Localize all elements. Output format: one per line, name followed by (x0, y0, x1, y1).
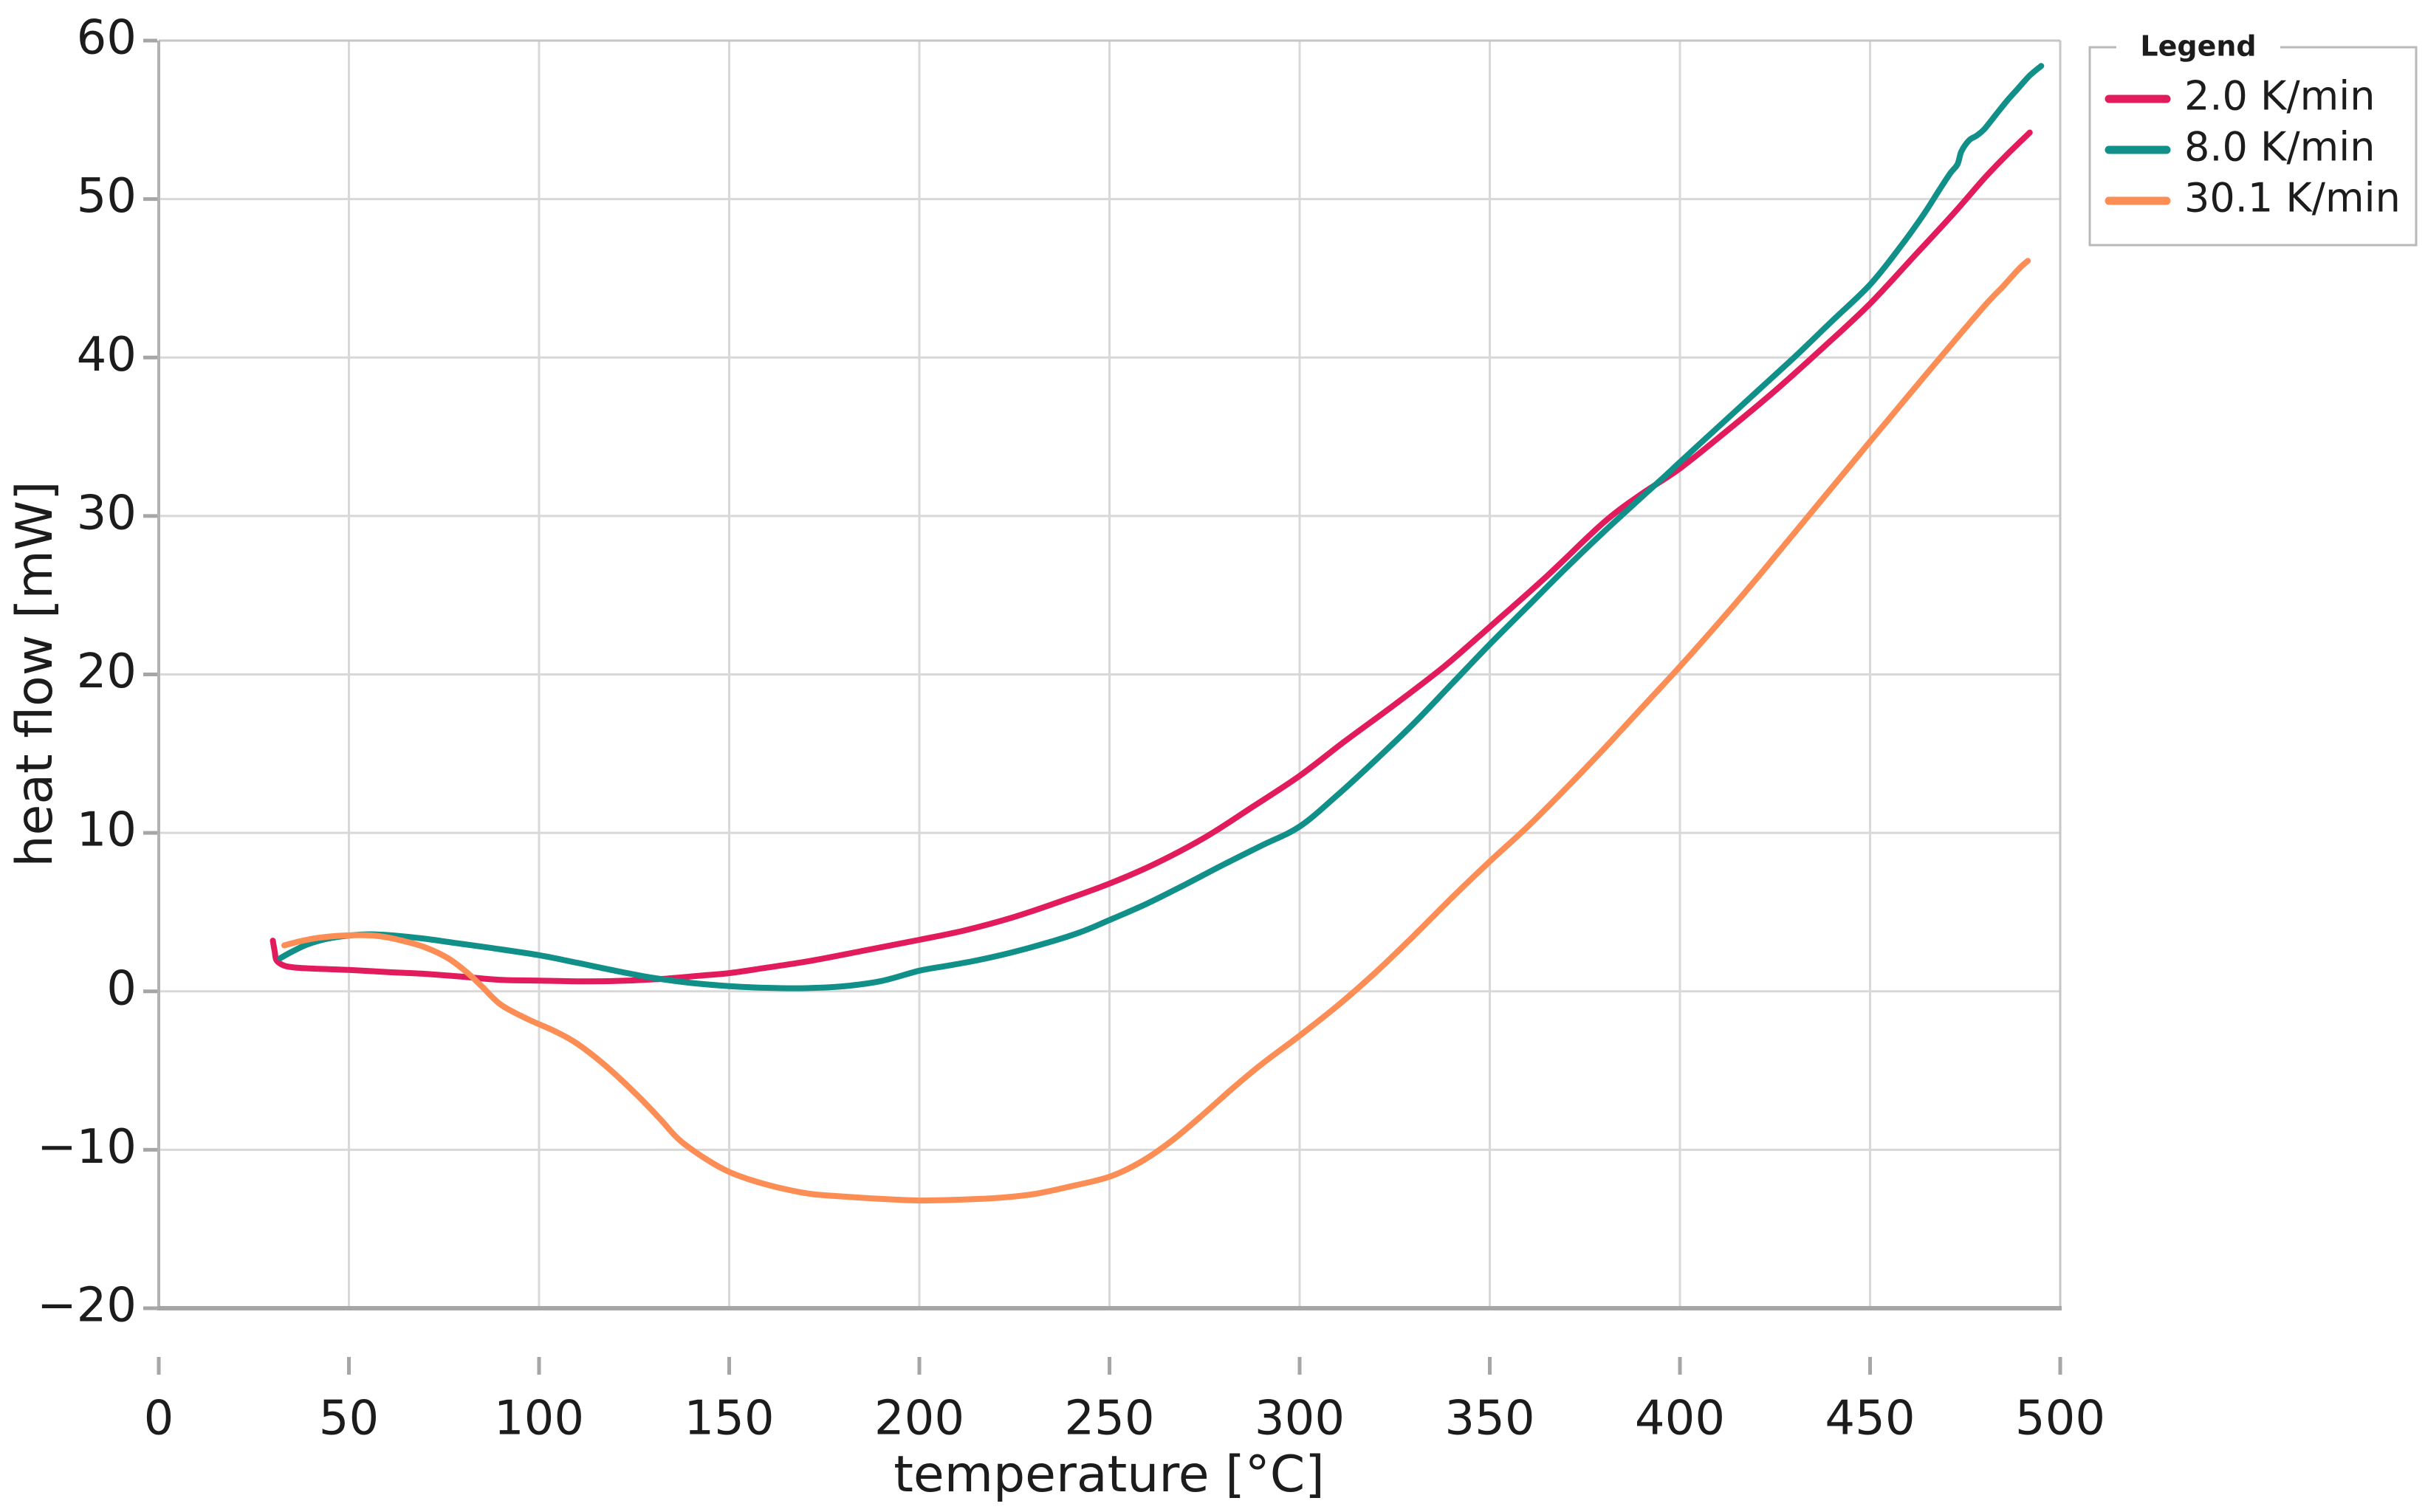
legend-item: 30.1 K/min (2105, 175, 2401, 221)
legend-item-label: 2.0 K/min (2184, 73, 2375, 120)
y-tick-label: 30 (77, 486, 137, 540)
data-curves (270, 63, 2045, 1204)
legend-item-label: 8.0 K/min (2184, 124, 2375, 171)
x-tick-label: 400 (1635, 1392, 1725, 1446)
x-tick-label: 500 (2015, 1392, 2105, 1446)
legend-item: 8.0 K/min (2105, 124, 2375, 171)
x-tick-labels: 0 50 100 150 200 250 300 350 400 450 500 (144, 1392, 2105, 1446)
y-tick-label: −10 (37, 1120, 137, 1175)
x-axis-title: temperature [°C] (893, 1446, 1325, 1504)
x-tick-label: 350 (1444, 1392, 1534, 1446)
x-tick-label: 150 (684, 1392, 774, 1446)
x-tick-label: 250 (1064, 1392, 1154, 1446)
x-tick-label: 0 (144, 1392, 174, 1446)
x-tick-label: 100 (494, 1392, 584, 1446)
legend-title: Legend (2140, 30, 2256, 63)
x-tick-label: 450 (1825, 1392, 1915, 1446)
legend-title-backing (2116, 31, 2280, 63)
series-curve-0 (270, 129, 2033, 985)
series-curve-1 (277, 63, 2045, 992)
x-tick-label: 300 (1255, 1392, 1345, 1446)
legend-item: 2.0 K/min (2105, 73, 2375, 120)
y-tick-label: 0 (106, 961, 137, 1016)
y-tick-label: 40 (77, 328, 137, 382)
y-tick-label: −20 (37, 1279, 137, 1333)
y-tick-labels: −20 −10 0 10 20 30 40 50 60 (37, 11, 137, 1333)
grid-lines (157, 39, 2062, 1310)
y-axis-title: heat flow [mW] (6, 481, 64, 867)
axis-ticks (143, 38, 2062, 1375)
series-curve-2 (281, 258, 2031, 1204)
y-tick-label: 60 (77, 11, 137, 66)
x-tick-label: 200 (874, 1392, 964, 1446)
x-tick-label: 50 (319, 1392, 379, 1446)
plot-border (157, 39, 2062, 1310)
y-tick-label: 50 (77, 169, 137, 224)
legend-item-label: 30.1 K/min (2184, 175, 2401, 221)
y-tick-label: 20 (77, 645, 137, 699)
y-tick-label: 10 (77, 803, 137, 858)
